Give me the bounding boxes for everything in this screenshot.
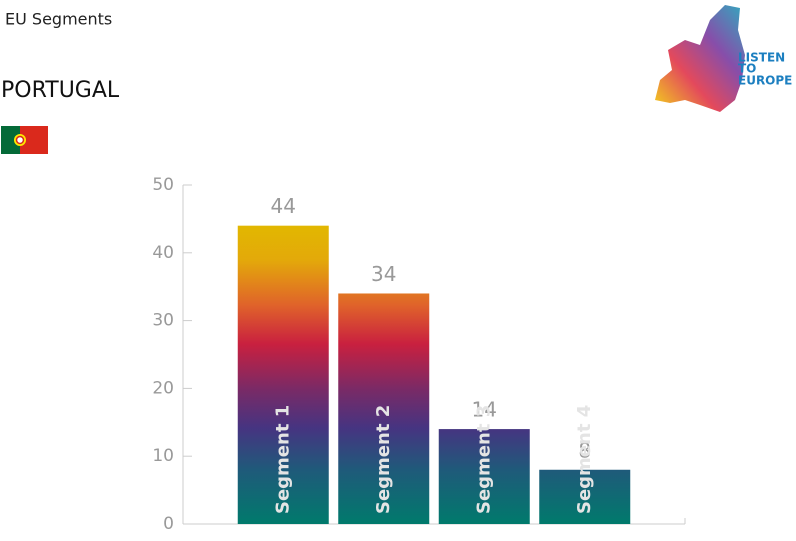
category-label: Segment 4 [574, 405, 595, 514]
category-label: Segment 1 [272, 405, 293, 514]
y-tick-label: 20 [152, 378, 174, 398]
logo: LISTEN TO EUROPE [655, 5, 792, 112]
value-label: 44 [271, 194, 296, 218]
y-tick-label: 0 [163, 514, 174, 534]
chart-title: PORTUGAL [1, 78, 120, 103]
flag [1, 126, 48, 154]
y-tick-label: 50 [152, 175, 174, 195]
bar [539, 469, 631, 524]
bar [237, 225, 329, 524]
category-label: Segment 3 [473, 405, 494, 514]
bar [438, 429, 530, 524]
y-tick-label: 30 [152, 311, 174, 331]
bar [338, 293, 430, 524]
value-label: 8 [578, 438, 591, 462]
page-title: EU Segments [5, 10, 112, 29]
logo-text: EUROPE [738, 74, 792, 88]
y-tick-label: 40 [152, 243, 174, 263]
y-tick-label: 10 [152, 446, 174, 466]
category-label: Segment 2 [373, 405, 394, 514]
logo-text: TO [738, 62, 756, 76]
value-label: 14 [472, 398, 497, 422]
value-label: 34 [371, 262, 396, 286]
logo-text: LISTEN [738, 51, 785, 65]
